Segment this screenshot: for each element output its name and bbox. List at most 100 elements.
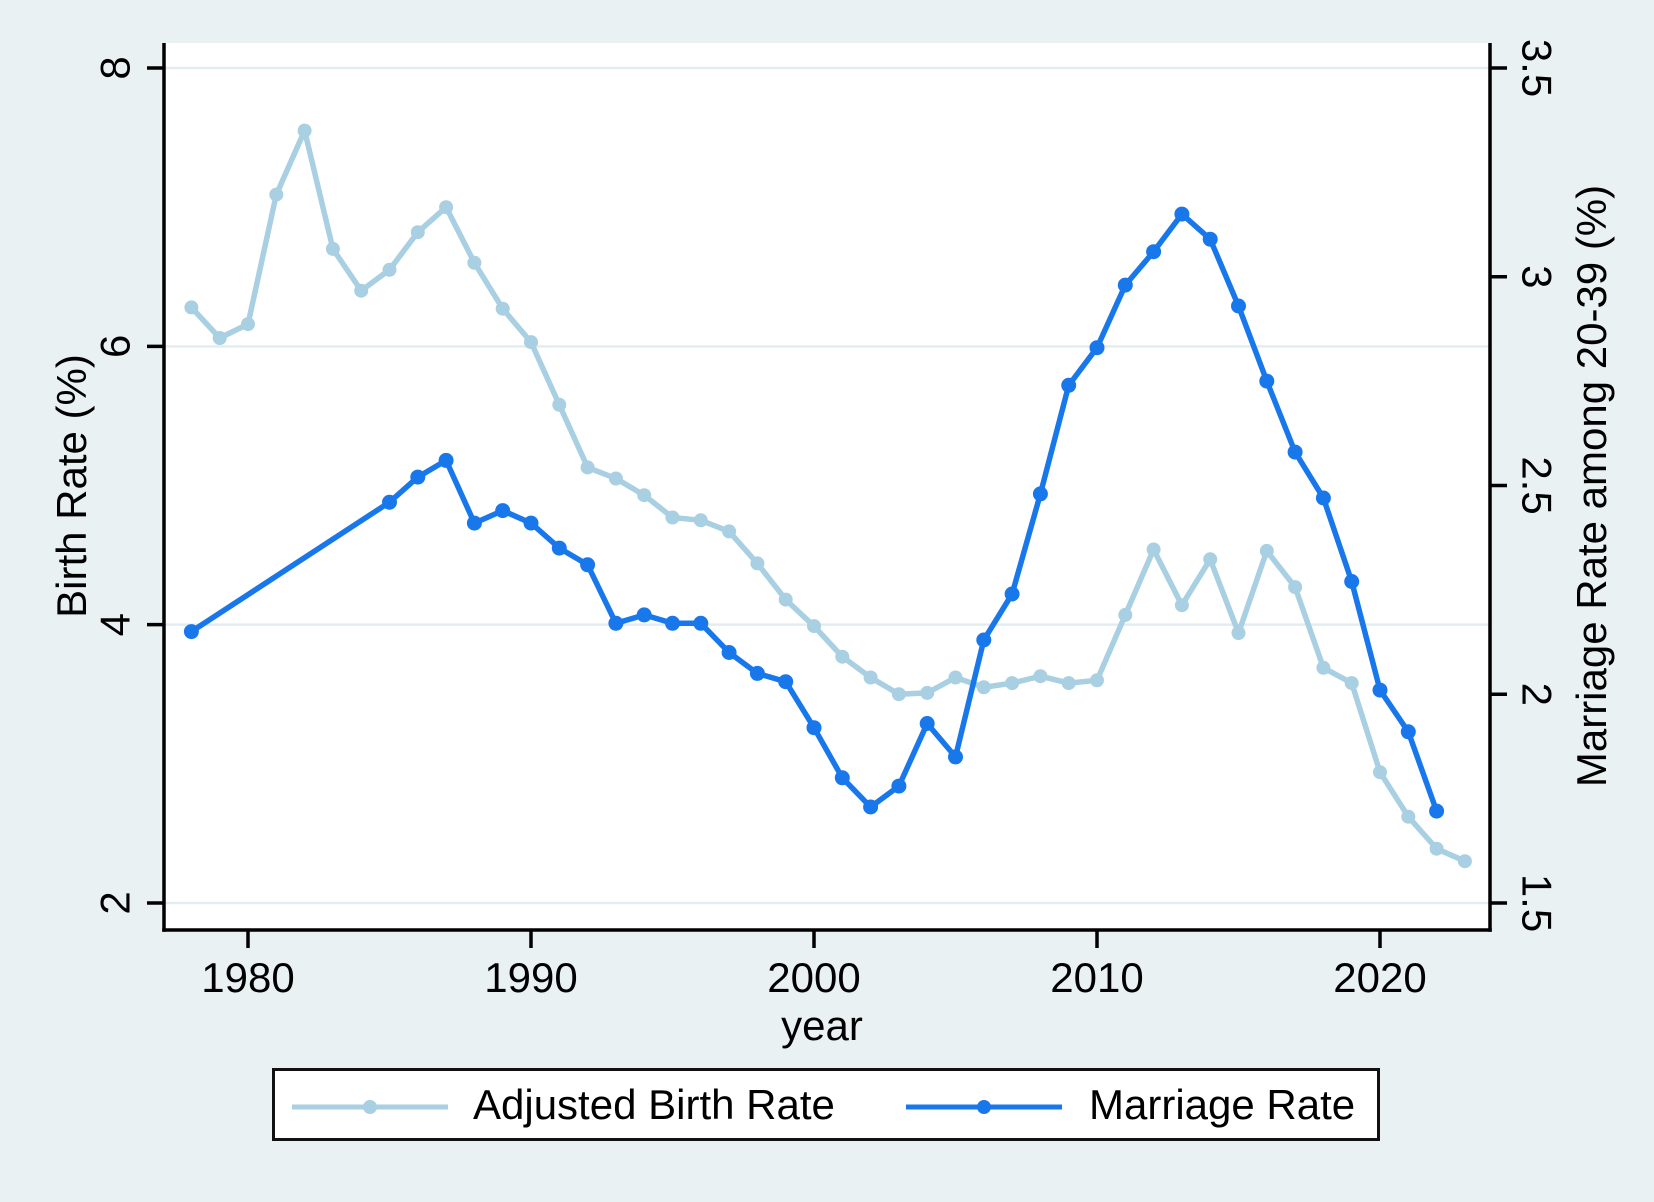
birth-rate-marker <box>354 283 369 298</box>
marriage-rate-marker <box>183 624 199 640</box>
marriage-rate-marker <box>1004 586 1020 602</box>
marriage-rate-marker <box>863 799 879 815</box>
marriage-rate-marker <box>1231 298 1246 314</box>
birth-rate-marker <box>495 301 510 316</box>
birth-rate-marker <box>1005 676 1020 691</box>
marriage-rate-marker <box>1032 486 1048 502</box>
birth-rate-marker <box>750 556 765 571</box>
marriage-rate-marker <box>1372 682 1388 698</box>
x-axis-title: year <box>781 1002 863 1049</box>
marriage-rate-marker <box>523 515 539 531</box>
marriage-rate-marker <box>919 716 935 731</box>
birth-rate-marker <box>1146 542 1161 557</box>
birth-rate-marker <box>1118 607 1133 622</box>
birth-rate-marker <box>1457 854 1472 869</box>
y-right-tick-label: 1.5 <box>1514 874 1561 932</box>
legend-sample-marriage-rate <box>906 1100 1062 1114</box>
x-tick-label: 2020 <box>1333 954 1426 1001</box>
marriage-rate-marker <box>1400 724 1416 740</box>
birth-rate-marker <box>1401 809 1416 824</box>
plot-area <box>164 43 1490 930</box>
birth-rate-marker <box>439 200 454 215</box>
birth-rate-marker <box>1344 676 1359 691</box>
x-tick-label: 2010 <box>1050 954 1143 1001</box>
birth-rate-marker <box>212 331 227 345</box>
birth-rate-marker <box>1231 626 1246 640</box>
marriage-rate-marker <box>551 540 567 556</box>
legend-label-marriage-rate: Marriage Rate <box>1089 1081 1356 1128</box>
marriage-rate-marker <box>778 674 794 690</box>
birth-rate-marker <box>241 317 255 332</box>
marriage-rate-marker <box>1146 244 1162 260</box>
birth-rate-marker <box>1174 598 1189 613</box>
y-left-tick-label: 6 <box>92 335 139 358</box>
marriage-rate-marker <box>1089 340 1105 356</box>
legend-sample-birth-rate <box>292 1100 448 1114</box>
marriage-rate-marker <box>834 770 850 786</box>
marriage-rate-marker <box>466 515 482 531</box>
marriage-rate-marker <box>665 615 680 631</box>
marriage-rate-marker <box>693 615 709 631</box>
birth-rate-marker <box>1429 841 1444 856</box>
y-left-tick-label: 4 <box>92 613 139 636</box>
birth-rate-marker <box>637 488 652 503</box>
birth-rate-marker <box>891 687 906 702</box>
y-right-tick-label: 3 <box>1514 265 1561 288</box>
legend: Adjusted Birth Rate Marriage Rate <box>272 1068 1380 1141</box>
birth-rate-marker <box>1061 676 1076 691</box>
legend-label-birth-rate: Adjusted Birth Rate <box>473 1081 835 1128</box>
marriage-rate-marker <box>410 469 426 485</box>
birth-rate-marker <box>1316 660 1331 675</box>
birth-rate-marker <box>948 670 963 685</box>
birth-rate-marker <box>467 255 482 270</box>
marriage-rate-marker <box>1202 231 1218 247</box>
birth-rate-marker <box>580 460 595 475</box>
marriage-rate-marker <box>1344 574 1360 589</box>
birth-rate-marker <box>722 524 737 539</box>
marriage-rate-marker <box>976 632 992 648</box>
birth-rate-marker <box>297 123 312 138</box>
x-tick-label: 1980 <box>201 954 294 1001</box>
marriage-rate-marker <box>1061 377 1077 393</box>
marriage-rate-marker <box>1315 490 1331 506</box>
marriage-rate-marker <box>636 607 652 623</box>
marriage-rate-marker <box>891 778 907 794</box>
marriage-rate-marker <box>1287 444 1303 460</box>
birth-rate-line <box>188 127 1468 864</box>
marriage-rate-marker <box>1117 277 1133 293</box>
birth-rate-marker <box>382 262 397 277</box>
birth-rate-marker <box>1090 673 1104 688</box>
marriage-rate-marker <box>382 494 397 510</box>
marriage-rate-marker <box>1174 206 1190 222</box>
y-axis-right-title: Marriage Rate among 20-39 (%) <box>1568 184 1615 788</box>
birth-rate-marker <box>835 649 850 664</box>
birth-rate-marker <box>325 241 340 256</box>
birth-rate-marker <box>1203 552 1218 567</box>
y-axis-left-title: Birth Rate (%) <box>48 354 95 618</box>
birth-rate-marker <box>1373 765 1387 780</box>
birth-rate-marker <box>778 592 793 607</box>
birth-rate-marker <box>920 685 935 700</box>
birth-rate-marker <box>269 187 284 202</box>
y-right-tick-label: 3.5 <box>1514 39 1561 97</box>
birth-rate-marker <box>665 510 680 525</box>
birth-rate-marker <box>807 619 821 634</box>
y-left-tick-label: 2 <box>92 891 139 914</box>
birth-rate-marker <box>693 513 708 528</box>
birth-rate-marker <box>1033 669 1048 684</box>
marriage-rate-marker <box>1259 373 1275 389</box>
x-tick-label: 1990 <box>484 954 577 1001</box>
marriage-rate-marker <box>948 749 963 765</box>
y-right-tick-label: 2 <box>1514 683 1561 706</box>
birth-rate-marker <box>552 397 567 412</box>
birth-rate-marker <box>976 680 991 695</box>
birth-rate-marker <box>863 670 878 685</box>
x-tick-label: 2000 <box>767 954 860 1001</box>
marriage-rate-marker <box>495 503 511 519</box>
birth-rate-marker <box>524 335 538 350</box>
marriage-rate-marker <box>608 615 624 631</box>
marriage-rate-marker <box>1429 803 1445 819</box>
marriage-rate-marker <box>806 720 822 736</box>
